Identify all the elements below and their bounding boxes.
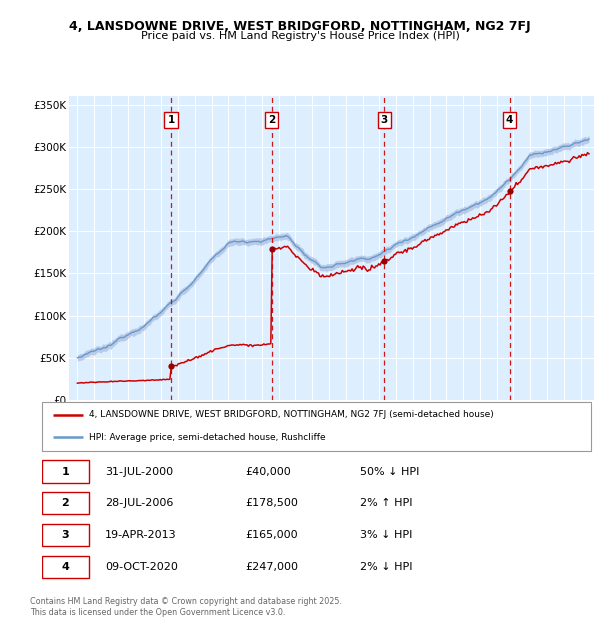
FancyBboxPatch shape [42,524,89,546]
Text: 4, LANSDOWNE DRIVE, WEST BRIDGFORD, NOTTINGHAM, NG2 7FJ (semi-detached house): 4, LANSDOWNE DRIVE, WEST BRIDGFORD, NOTT… [89,410,493,419]
Text: HPI: Average price, semi-detached house, Rushcliffe: HPI: Average price, semi-detached house,… [89,433,325,442]
Text: £247,000: £247,000 [245,562,298,572]
Text: 1: 1 [167,115,175,125]
Text: 2% ↓ HPI: 2% ↓ HPI [361,562,413,572]
Text: 09-OCT-2020: 09-OCT-2020 [105,562,178,572]
FancyBboxPatch shape [42,461,89,483]
Text: 4: 4 [61,562,69,572]
FancyBboxPatch shape [42,402,591,451]
Text: £40,000: £40,000 [245,467,291,477]
Text: Price paid vs. HM Land Registry's House Price Index (HPI): Price paid vs. HM Land Registry's House … [140,31,460,41]
Text: 2% ↑ HPI: 2% ↑ HPI [361,498,413,508]
Text: £165,000: £165,000 [245,530,298,540]
Text: 19-APR-2013: 19-APR-2013 [105,530,177,540]
Text: £178,500: £178,500 [245,498,298,508]
Text: 1: 1 [61,467,69,477]
Text: 31-JUL-2000: 31-JUL-2000 [105,467,173,477]
FancyBboxPatch shape [42,492,89,515]
Text: 4, LANSDOWNE DRIVE, WEST BRIDGFORD, NOTTINGHAM, NG2 7FJ: 4, LANSDOWNE DRIVE, WEST BRIDGFORD, NOTT… [69,20,531,33]
Text: 3: 3 [62,530,69,540]
Text: 28-JUL-2006: 28-JUL-2006 [105,498,173,508]
Text: 3% ↓ HPI: 3% ↓ HPI [361,530,413,540]
Text: 3: 3 [381,115,388,125]
Text: 50% ↓ HPI: 50% ↓ HPI [361,467,420,477]
Text: 2: 2 [61,498,69,508]
Text: Contains HM Land Registry data © Crown copyright and database right 2025.
This d: Contains HM Land Registry data © Crown c… [30,598,342,617]
Text: 2: 2 [268,115,275,125]
Text: 4: 4 [506,115,514,125]
FancyBboxPatch shape [42,556,89,578]
